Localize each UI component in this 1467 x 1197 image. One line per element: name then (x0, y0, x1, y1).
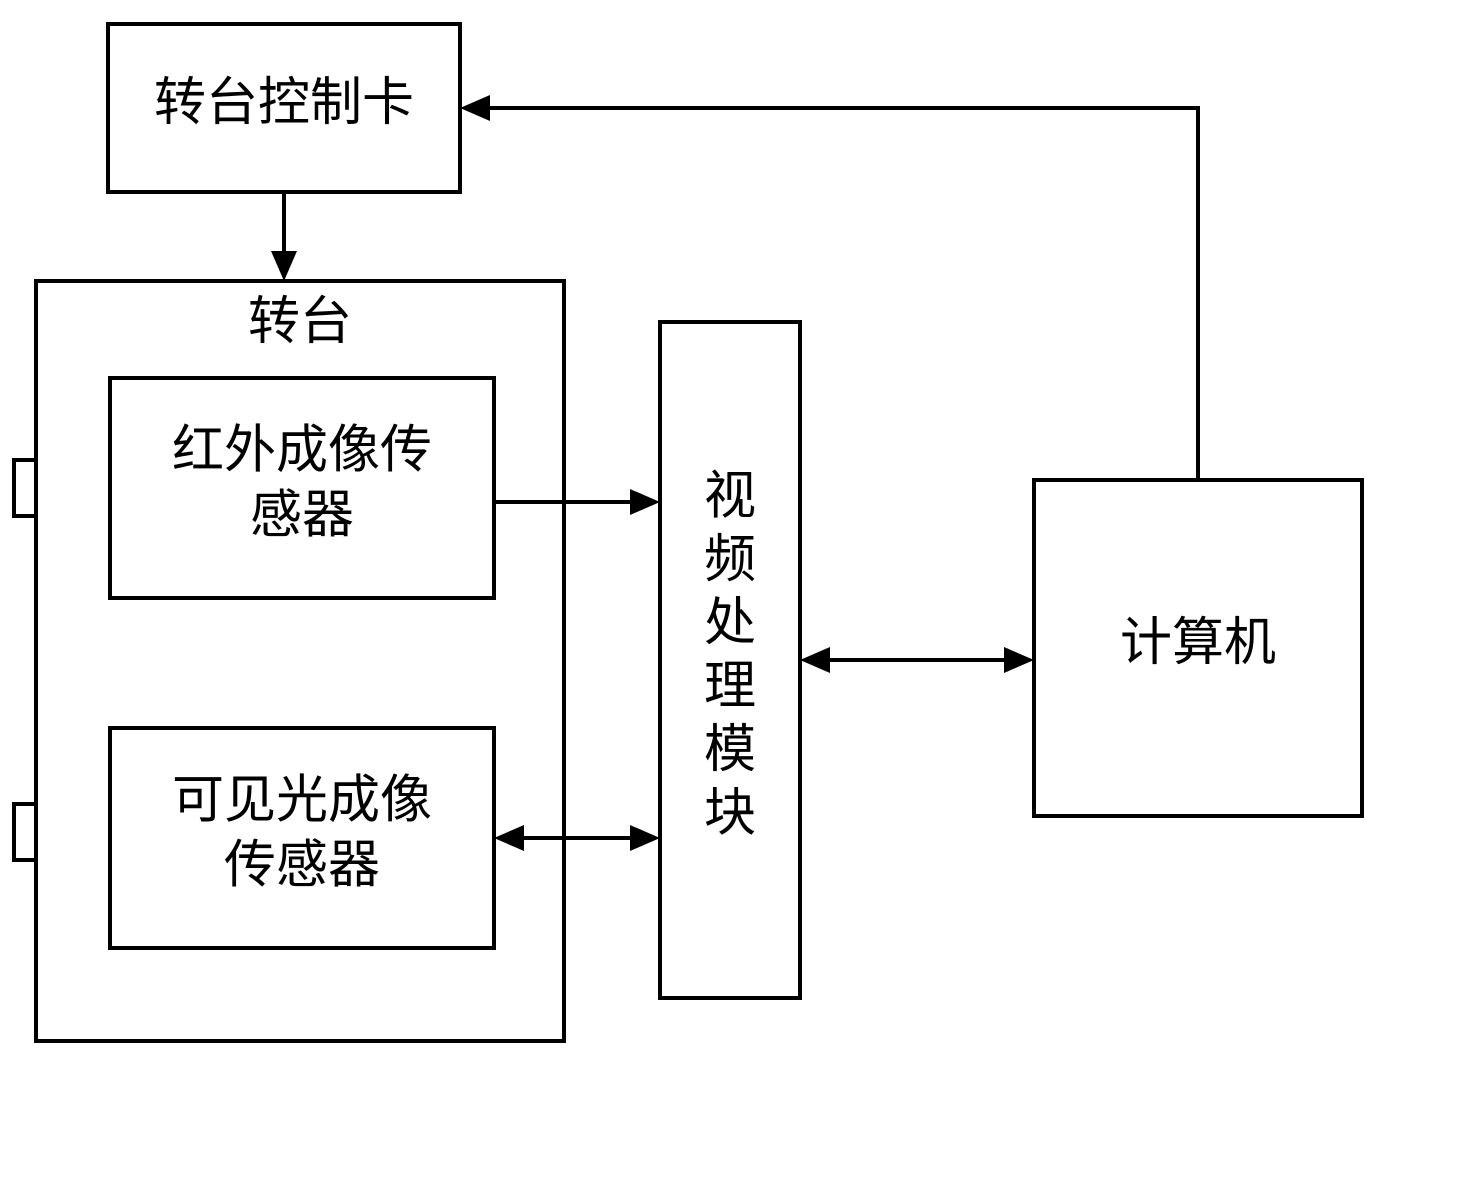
visible-sensor-label: 传感器 (224, 837, 380, 894)
ir-sensor-label: 红外成像传 (172, 422, 432, 479)
video-proc-label: 块 (704, 786, 756, 843)
edge-computer-to-controlCard (478, 108, 1198, 480)
turntable-stub-0 (14, 460, 36, 516)
video-proc-label: 视 (704, 468, 756, 525)
video-proc-label: 处 (704, 595, 756, 652)
turntable-title: 转台 (248, 294, 352, 351)
video-proc-label: 理 (704, 659, 756, 716)
control-card-label: 转台控制卡 (154, 75, 414, 132)
video-proc-label: 频 (704, 532, 756, 589)
video-proc-label: 模 (704, 722, 756, 779)
ir-sensor-label: 感器 (250, 487, 354, 544)
turntable-stub-1 (14, 804, 36, 860)
visible-sensor-label: 可见光成像 (172, 772, 432, 829)
computer-label: 计算机 (1120, 615, 1276, 672)
